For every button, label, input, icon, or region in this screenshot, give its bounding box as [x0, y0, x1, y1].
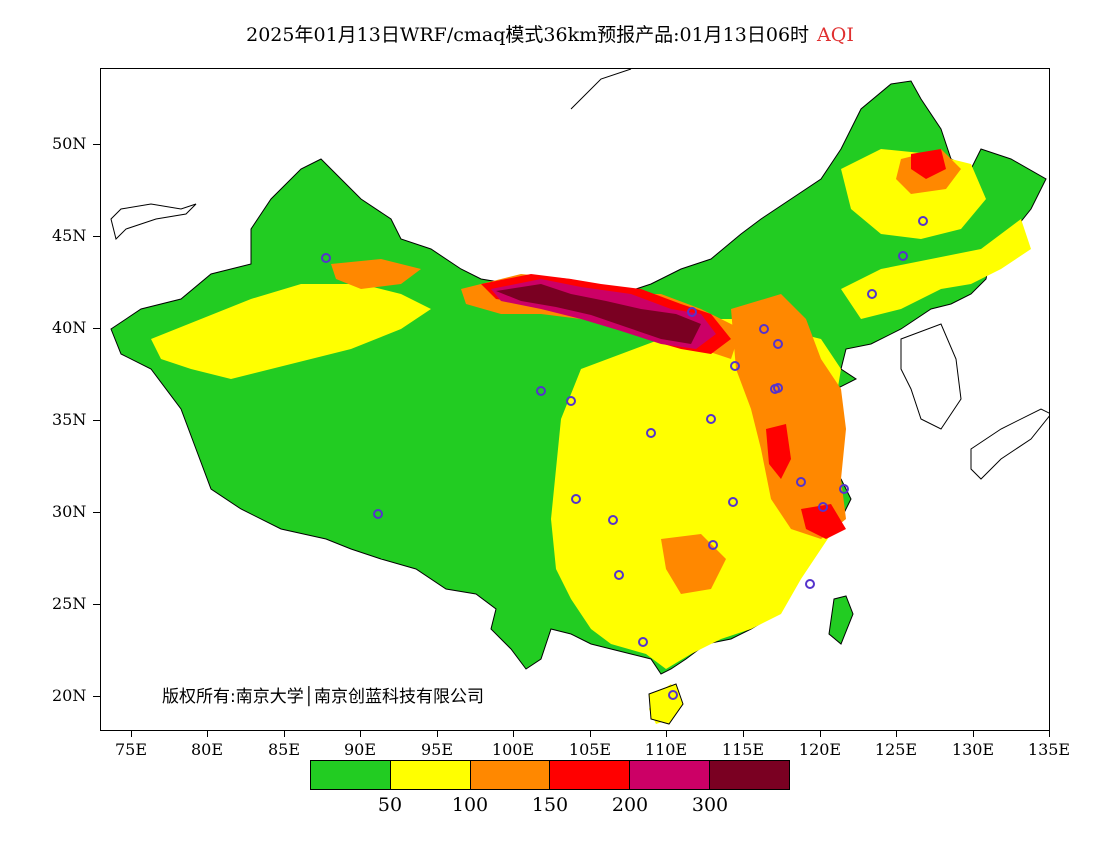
- site-marker: [898, 251, 908, 261]
- colorbar-segment-2: [470, 761, 551, 789]
- copyright-text: 版权所有:南京大学│南京创蓝科技有限公司: [162, 687, 484, 707]
- neighbor-coastline: [570, 69, 632, 110]
- lat-tick: [93, 696, 100, 697]
- lat-label: 35N: [52, 410, 87, 429]
- lon-label: 115E: [721, 740, 765, 759]
- site-marker: [796, 477, 806, 487]
- colorbar-segment-3: [550, 761, 631, 789]
- lat-tick: [93, 144, 100, 145]
- lat-label: 50N: [52, 134, 87, 153]
- site-marker: [773, 383, 783, 393]
- monitoring-sites: [321, 216, 928, 700]
- site-marker: [566, 396, 576, 406]
- lon-label: 95E: [420, 740, 454, 759]
- aqi-zone-good: [151, 284, 431, 379]
- lon-tick: [820, 731, 821, 737]
- colorbar-label: 100: [451, 794, 489, 816]
- lon-label: 90E: [343, 740, 377, 759]
- map-title: 2025年01月13日WRF/cmaq模式36km预报产品:01月13日06时 A…: [0, 20, 1100, 47]
- site-marker: [668, 690, 678, 700]
- island-taiwan: [828, 595, 854, 645]
- site-marker: [571, 494, 581, 504]
- lon-tick: [131, 731, 132, 737]
- lat-tick: [93, 236, 100, 237]
- lon-label: 135E: [1027, 740, 1071, 759]
- lon-label: 80E: [190, 740, 224, 759]
- site-marker: [706, 414, 716, 424]
- site-marker: [638, 637, 648, 647]
- title-text: 2025年01月13日WRF/cmaq模式36km预报产品:01月13日06时: [246, 24, 810, 46]
- korea-outline: [900, 323, 962, 430]
- aqi-map: [110, 69, 1049, 725]
- colorbar-segment-4: [630, 761, 711, 789]
- site-marker: [818, 502, 828, 512]
- site-marker: [373, 509, 383, 519]
- colorbar-segment-0: [311, 761, 391, 789]
- lon-tick: [590, 731, 591, 737]
- lat-label: 45N: [52, 226, 87, 245]
- aqi-zone-moderate: [661, 534, 726, 594]
- aqi-zone-unhealthy: [801, 504, 846, 539]
- site-marker: [918, 216, 928, 226]
- colorbar-label: 50: [377, 794, 403, 816]
- map-frame: [100, 68, 1050, 731]
- lon-tick: [1049, 731, 1050, 737]
- site-marker: [839, 484, 849, 494]
- site-marker: [773, 339, 783, 349]
- site-marker: [608, 515, 618, 525]
- lon-tick: [513, 731, 514, 737]
- site-marker: [536, 386, 546, 396]
- site-marker: [867, 289, 877, 299]
- lat-tick: [93, 512, 100, 513]
- colorbar-segment-5: [710, 761, 789, 789]
- lon-label: 75E: [114, 740, 148, 759]
- lat-label: 25N: [52, 594, 87, 613]
- lon-tick: [207, 731, 208, 737]
- colorbar-label: 300: [691, 794, 729, 816]
- aqi-zone-good: [841, 219, 1031, 319]
- lat-label: 40N: [52, 318, 87, 337]
- site-marker: [614, 570, 624, 580]
- lon-tick: [360, 731, 361, 737]
- site-marker: [730, 361, 740, 371]
- lat-label: 20N: [52, 686, 87, 705]
- aqi-zone-hazardous: [496, 284, 701, 344]
- aqi-zone-unhealthy: [766, 424, 791, 479]
- lat-label: 30N: [52, 502, 87, 521]
- lat-tick: [93, 328, 100, 329]
- site-marker: [321, 253, 331, 263]
- lon-label: 105E: [568, 740, 612, 759]
- lon-label: 85E: [267, 740, 301, 759]
- lon-label: 125E: [874, 740, 918, 759]
- site-marker: [805, 579, 815, 589]
- site-marker: [708, 540, 718, 550]
- aqi-zone-moderate: [731, 294, 846, 539]
- lat-tick: [93, 420, 100, 421]
- lon-label: 120E: [798, 740, 842, 759]
- colorbar-label: 150: [531, 794, 569, 816]
- lon-tick: [437, 731, 438, 737]
- lon-tick: [743, 731, 744, 737]
- aqi-zone-unhealthy: [911, 149, 946, 179]
- site-marker: [687, 307, 697, 317]
- colorbar-segment-1: [390, 761, 471, 789]
- japan-outline: [970, 408, 1049, 480]
- aqi-colorbar: [310, 760, 790, 790]
- lon-tick: [666, 731, 667, 737]
- lon-label: 110E: [644, 740, 688, 759]
- title-variable: AQI: [817, 24, 854, 46]
- lat-tick: [93, 604, 100, 605]
- lon-tick: [973, 731, 974, 737]
- aqi-zone-moderate: [331, 259, 421, 289]
- lon-label: 130E: [951, 740, 995, 759]
- colorbar-label: 200: [611, 794, 649, 816]
- lon-tick: [284, 731, 285, 737]
- lon-label: 100E: [491, 740, 535, 759]
- site-marker: [646, 428, 656, 438]
- lon-tick: [896, 731, 897, 737]
- site-marker: [759, 324, 769, 334]
- lake-outline: [110, 203, 197, 240]
- site-marker: [728, 497, 738, 507]
- island-hainan: [648, 683, 684, 725]
